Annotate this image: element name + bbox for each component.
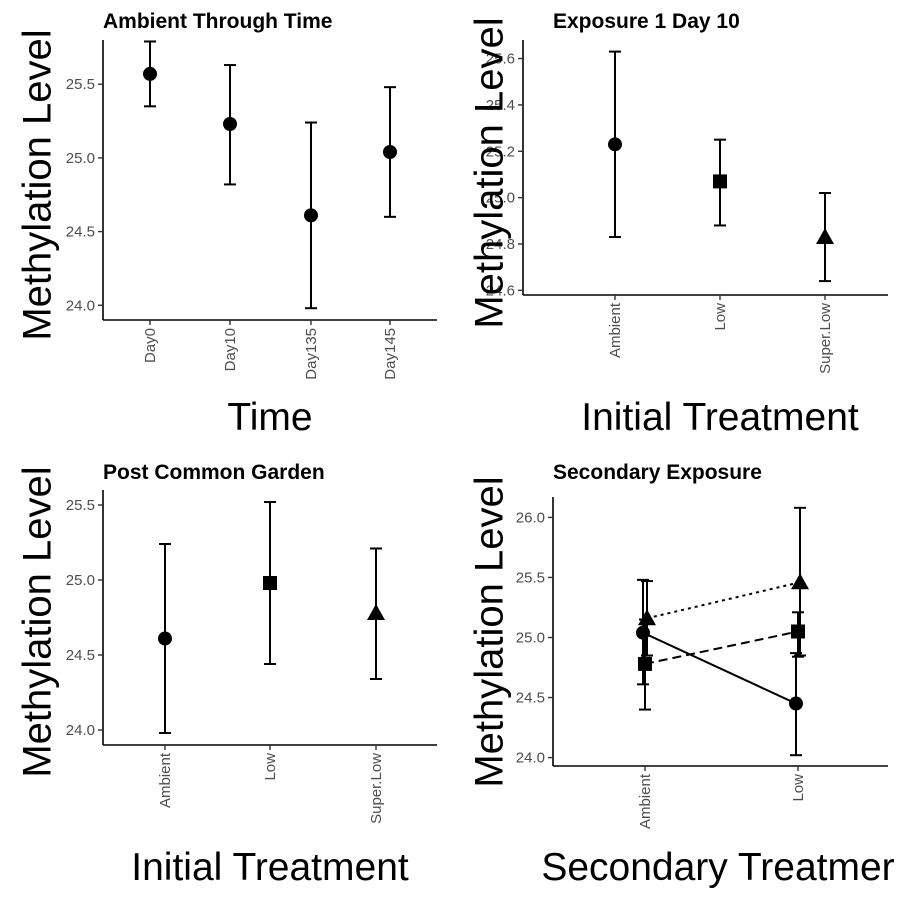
y-tick-label: 24.6 (486, 282, 515, 299)
panel-title: Secondary Exposure (553, 461, 762, 484)
x-axis-label: Initial Treatment (131, 846, 409, 889)
y-tick-label: 24.8 (486, 236, 515, 253)
data-point (143, 66, 157, 81)
y-tick-label: 25.0 (66, 572, 95, 589)
y-tick-label: 24.0 (66, 722, 95, 739)
y-tick-label: 25.0 (486, 190, 515, 207)
x-tick-label: Ambient (637, 773, 654, 829)
data-point (791, 573, 809, 590)
data-point (367, 604, 385, 620)
x-tick-label: Ambient (157, 752, 174, 808)
data-point (304, 208, 318, 223)
panel-title: Exposure 1 Day 10 (553, 10, 740, 33)
series-line (642, 631, 797, 705)
y-tick-label: 24.0 (516, 750, 545, 767)
x-tick-label: Super.Low (817, 303, 834, 374)
panel-1: Ambient Through Time 24.0 24.5 25.0 25.5 Day0… (16, 10, 437, 439)
x-axis-label: Initial Treatment (581, 396, 859, 439)
data-point (383, 145, 397, 159)
x-tick-label: Super.Low (368, 753, 385, 824)
y-axis-label: Methylation Level (16, 29, 60, 340)
data-point (816, 228, 834, 245)
series-2 (638, 611, 805, 711)
panel-4: Secondary Exposure 24.0 24.5 25.0 25.5 26.0 Am… (468, 461, 895, 889)
y-tick-label: 25.5 (66, 76, 95, 93)
x-tick-label: Day10 (222, 328, 239, 371)
x-tick-label: Low (262, 753, 279, 781)
series-1 (143, 40, 397, 310)
panel-title: Post Common Garden (103, 461, 325, 484)
data-point (158, 631, 172, 646)
x-axis-label: Secondary Treatmer (541, 846, 894, 889)
x-tick-label: Day0 (142, 328, 159, 363)
data-point (263, 576, 277, 590)
data-point (713, 174, 727, 189)
y-tick-label: 25.2 (486, 143, 515, 160)
data-point (223, 117, 237, 131)
y-tick-label: 25.6 (486, 51, 515, 68)
data-point (791, 624, 805, 639)
data-point (638, 609, 656, 626)
series-1 (636, 578, 803, 757)
series-1 (608, 50, 834, 283)
x-tick-label: Low (790, 774, 807, 802)
y-axis-label: Methylation Level (16, 466, 60, 777)
data-point (789, 696, 803, 711)
panel-title: Ambient Through Time (103, 10, 332, 33)
data-point (608, 137, 622, 152)
x-tick-label: Day135 (303, 328, 320, 380)
y-tick-label: 25.0 (66, 150, 95, 167)
x-axis-label: Time (227, 396, 312, 439)
y-tick-label: 25.5 (516, 569, 545, 586)
y-tick-label: 25.4 (486, 97, 515, 114)
y-tick-label: 26.0 (516, 509, 545, 526)
y-tick-label: 24.5 (66, 647, 95, 664)
x-tick-label: Ambient (607, 302, 624, 358)
panel-3: Post Common Garden 24.0 24.5 25.0 25.5 Ambien… (16, 461, 437, 889)
y-axis-label: Methylation Level (468, 17, 512, 328)
data-point (638, 656, 652, 671)
series-3 (638, 506, 809, 657)
x-tick-label: Day145 (382, 328, 399, 380)
panel-2: Exposure 1 Day 10 24.6 24.8 25.0 25.2 25.4 25.… (468, 10, 888, 439)
y-axis-label: Methylation Level (468, 476, 512, 787)
y-tick-label: 24.5 (516, 690, 545, 707)
series-line (646, 581, 801, 620)
series-line (644, 630, 799, 665)
y-tick-label: 25.0 (516, 630, 545, 647)
x-tick-label: Low (712, 303, 729, 331)
y-tick-label: 25.5 (66, 497, 95, 514)
y-tick-label: 24.0 (66, 297, 95, 314)
series-1 (158, 501, 385, 734)
y-tick-label: 24.5 (66, 224, 95, 241)
